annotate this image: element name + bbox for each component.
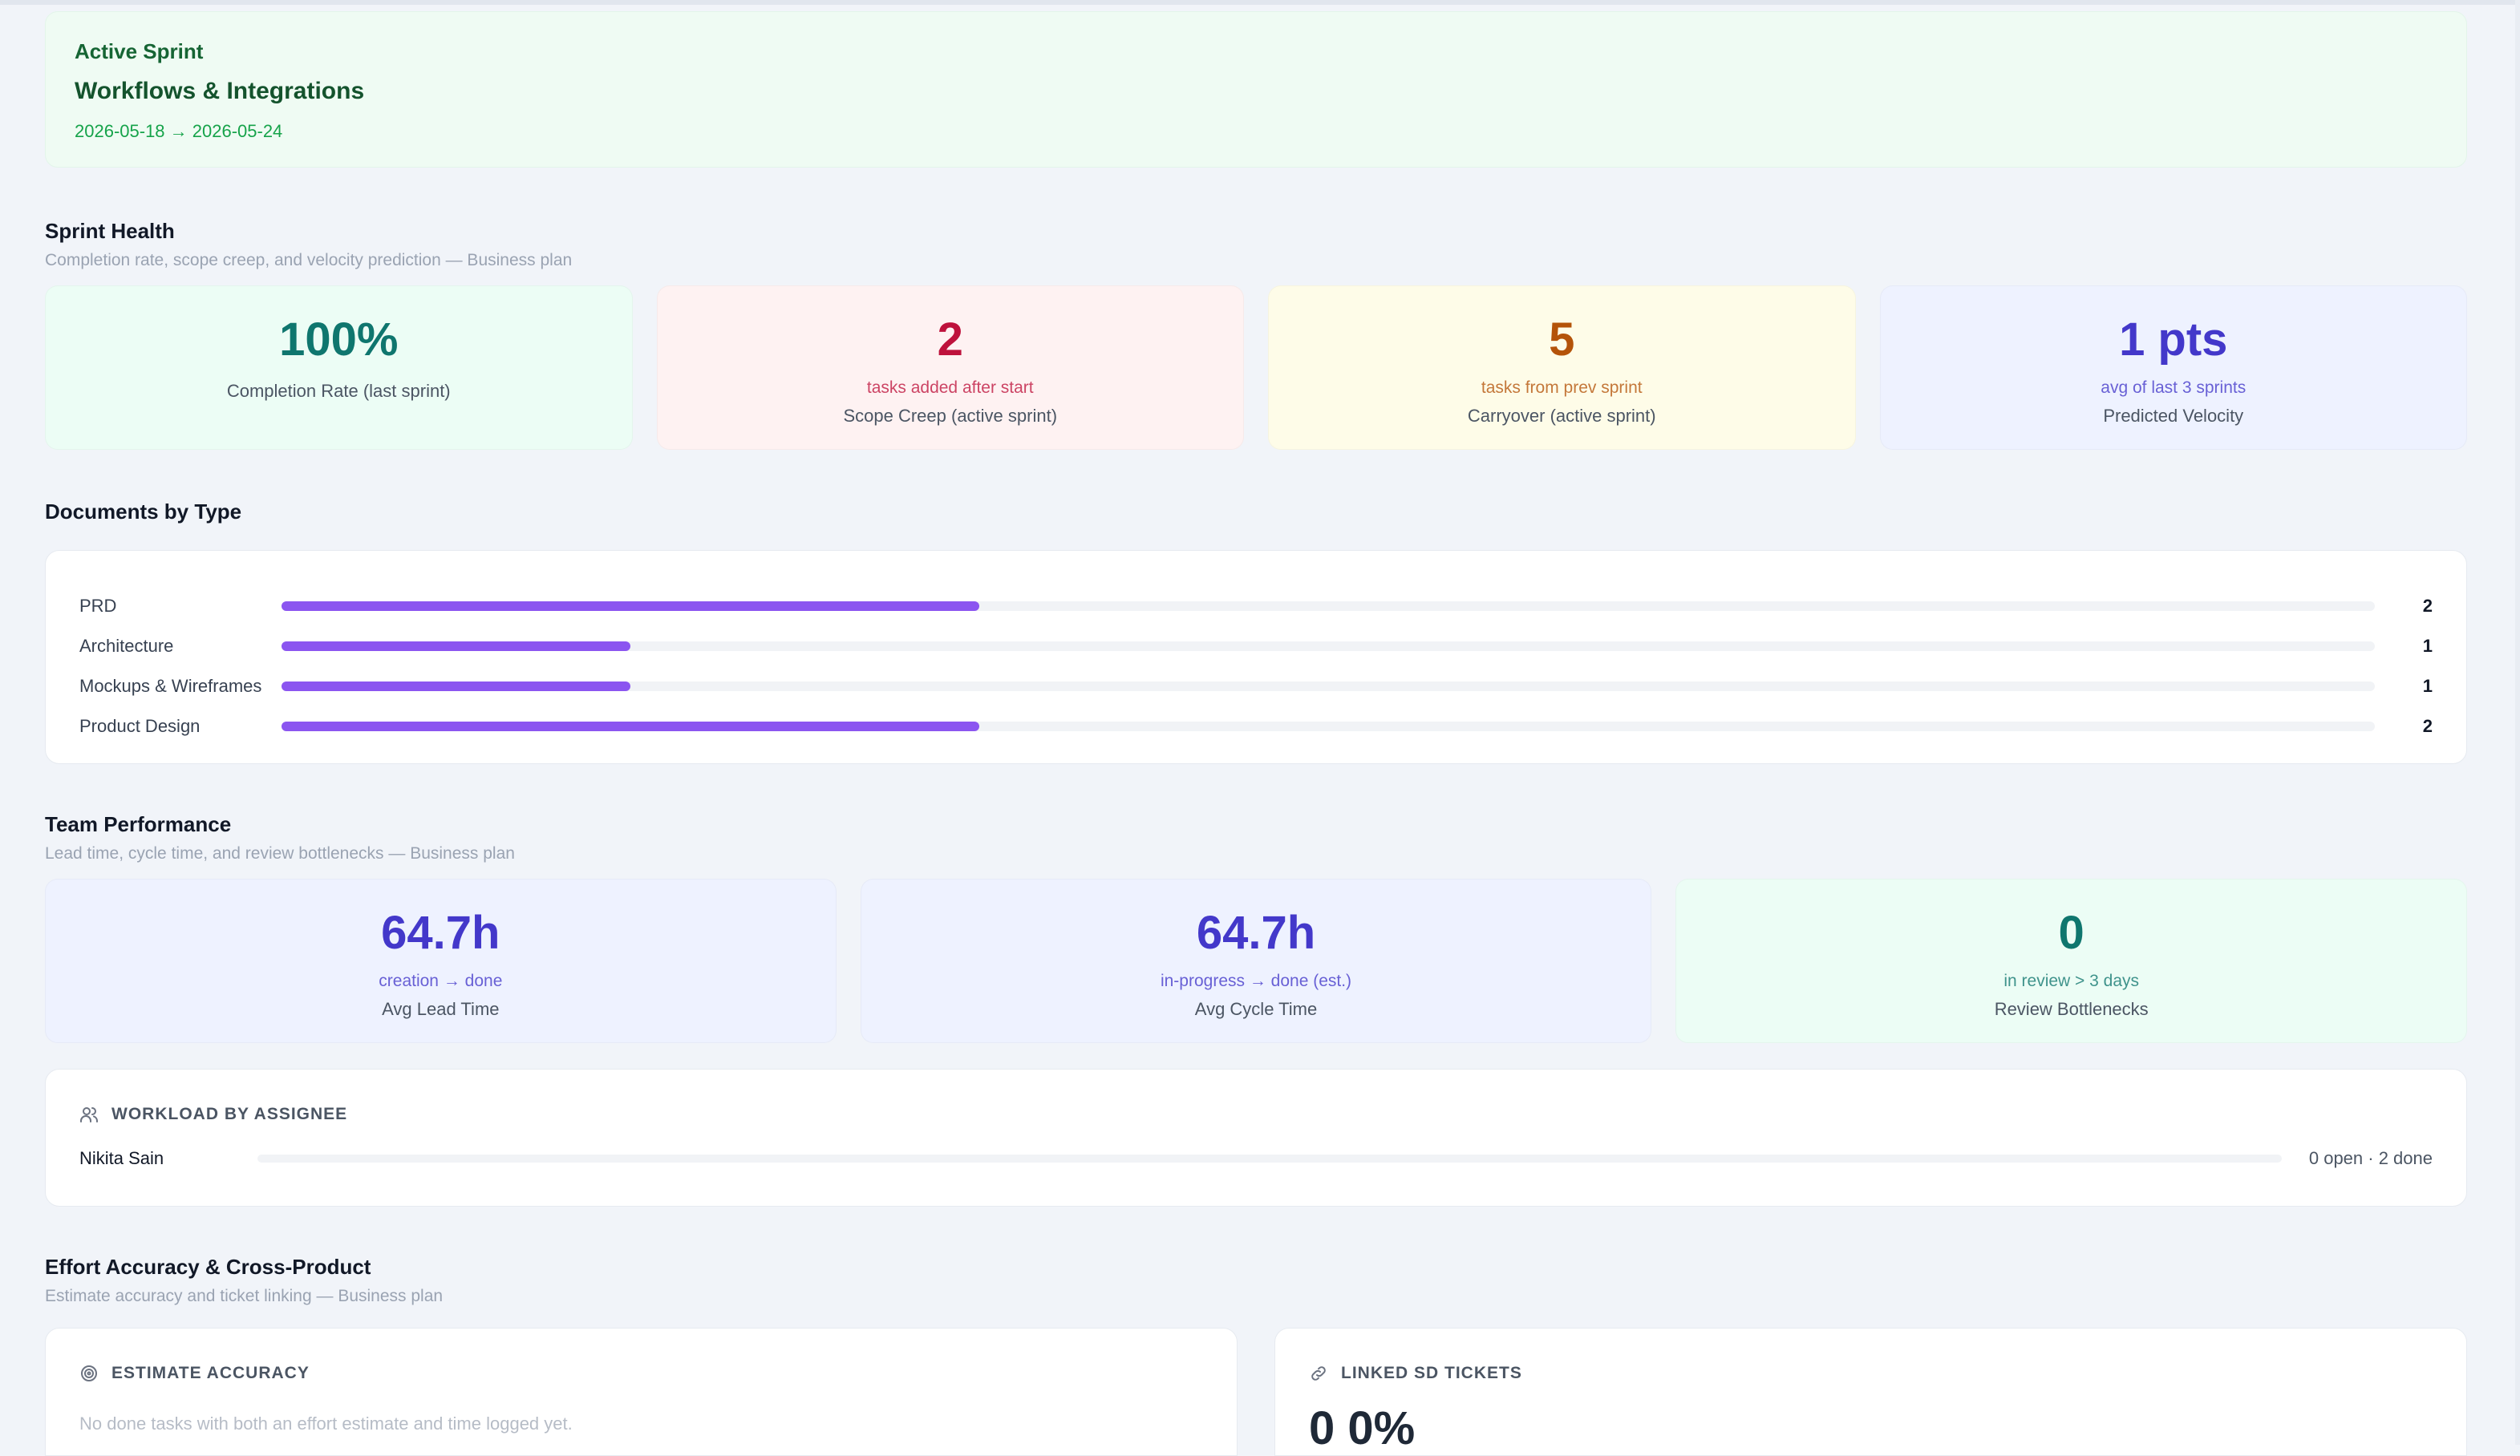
doc-type-label: Mockups & Wireframes [79, 676, 262, 696]
active-sprint-title: Workflows & Integrations [75, 78, 365, 104]
assignee-name: Nikita Sain [79, 1148, 164, 1168]
doc-type-bar-track [282, 681, 2375, 691]
users-icon [80, 1107, 98, 1122]
team-performance-stats: 64.7h creation → done Avg Lead Time 64.7h in… [45, 879, 2468, 1043]
section-title: Team Performance [45, 812, 232, 836]
doc-type-count: 2 [2422, 716, 2433, 736]
effort-accuracy-section: Effort Accuracy & Cross-Product Estimate… [45, 1256, 2467, 1456]
workload-rows: Nikita Sain 0 open · 2 done [79, 1148, 2433, 1169]
doc-type-row: Architecture 1 [79, 626, 2433, 666]
scope-creep-value: 2 [937, 313, 963, 366]
scrollbar[interactable] [2515, 0, 2520, 1445]
workload-row: Nikita Sain 0 open · 2 done [79, 1148, 2433, 1169]
link-icon [1311, 1366, 1326, 1381]
scope-creep-label: Scope Creep (active sprint) [843, 406, 1058, 426]
doc-type-count: 1 [2422, 636, 2433, 656]
section-title: Sprint Health [45, 219, 175, 243]
predicted-velocity-value: 1 pts [2119, 313, 2228, 366]
section-subtitle: Completion rate, scope creep, and veloci… [45, 251, 573, 269]
review-bottlenecks-label: Review Bottlenecks [1994, 999, 2149, 1019]
avg-cycle-time-label: Avg Cycle Time [1194, 999, 1318, 1019]
scope-creep-card: 2 tasks added after start Scope Creep (act… [656, 285, 1244, 450]
active-sprint-eyebrow: Active Sprint [75, 39, 204, 63]
documents-by-type-card: PRD 2 Architecture 1 Mockups & Wireframes 1 Pr… [45, 550, 2467, 764]
avg-lead-time-label: Avg Lead Time [382, 999, 500, 1019]
analytics-page: Active Sprint Workflows & Integrations 2… [45, 11, 2468, 1456]
doc-type-bar [282, 601, 979, 611]
doc-type-row: Mockups & Wireframes 1 [79, 666, 2433, 706]
completion-rate-card: 100% Completion Rate (last sprint) [45, 285, 633, 450]
avg-lead-time-hint: creation → done [379, 972, 503, 990]
avg-cycle-time-hint: in-progress → done (est.) [1160, 972, 1352, 990]
review-bottlenecks-hint: in review > 3 days [2003, 972, 2140, 990]
carryover-value: 5 [1549, 313, 1575, 366]
workload-heading-label: WORKLOAD BY ASSIGNEE [111, 1105, 348, 1123]
doc-type-row: PRD 2 [79, 586, 2433, 626]
doc-type-bar [282, 681, 630, 691]
avg-lead-time-value: 64.7h [381, 907, 500, 959]
predicted-velocity-label: Predicted Velocity [2103, 406, 2244, 426]
doc-type-bar [282, 641, 630, 651]
workload-counts: 0 open · 2 done [2308, 1148, 2433, 1168]
doc-type-count: 2 [2422, 596, 2433, 616]
doc-type-row: Product Design 2 [79, 706, 2433, 746]
doc-type-bar-track [282, 601, 2375, 611]
review-bottlenecks-card: 0 in review > 3 days Review Bottlenecks [1675, 879, 2468, 1043]
doc-type-label: Architecture [79, 636, 174, 656]
avg-lead-time-card: 64.7h creation → done Avg Lead Time [45, 879, 837, 1043]
section-subtitle: Lead time, cycle time, and review bottle… [45, 844, 515, 863]
section-subtitle: Estimate accuracy and ticket linking — B… [45, 1287, 444, 1305]
avg-cycle-time-card: 64.7h in-progress → done (est.) Avg Cycle … [860, 879, 1652, 1043]
carryover-card: 5 tasks from prev sprint Carryover (active… [1268, 285, 1856, 450]
top-border [0, 0, 2520, 5]
doc-type-bar-track [282, 641, 2375, 651]
carryover-hint: tasks from prev sprint [1481, 378, 1643, 397]
active-sprint-dates: 2026-05-18 → 2026-05-24 [75, 121, 283, 141]
target-icon [81, 1365, 97, 1381]
scope-creep-hint: tasks added after start [866, 378, 1034, 397]
workload-bar-track [257, 1155, 2282, 1163]
effort-cards: ESTIMATE ACCURACY No done tasks with bot… [45, 1328, 2467, 1456]
linked-sd-tickets-value: 0 0% [1309, 1402, 1416, 1454]
section-title: Effort Accuracy & Cross-Product [45, 1255, 371, 1279]
completion-rate-label: Completion Rate (last sprint) [226, 381, 451, 401]
carryover-label: Carryover (active sprint) [1467, 406, 1656, 426]
active-sprint-banner: Active Sprint Workflows & Integrations 2… [45, 11, 2467, 168]
workload-card: WORKLOAD BY ASSIGNEE Nikita Sain 0 open ·… [45, 1069, 2467, 1207]
documents-section: Documents by Type PRD 2 Architecture 1 Mocku… [45, 501, 2467, 764]
doc-type-bar-track [282, 722, 2375, 731]
predicted-velocity-card: 1 pts avg of last 3 sprints Predicted Velo… [1879, 285, 2467, 450]
doc-type-label: Product Design [79, 716, 201, 736]
linked-sd-tickets-label: LINKED SD TICKETS [1341, 1364, 1522, 1382]
sprint-health-stats: 100% Completion Rate (last sprint) 2 tasks … [45, 285, 2467, 450]
estimate-accuracy-label: ESTIMATE ACCURACY [111, 1364, 310, 1382]
sprint-health-section: Sprint Health Completion rate, scope cre… [45, 220, 2467, 450]
estimate-accuracy-empty: No done tasks with both an effort estima… [79, 1414, 573, 1434]
avg-cycle-time-value: 64.7h [1196, 907, 1316, 959]
section-title: Documents by Type [45, 499, 242, 524]
completion-rate-value: 100% [279, 313, 399, 366]
doc-type-count: 1 [2422, 676, 2433, 696]
doc-type-bar [282, 722, 979, 731]
estimate-accuracy-card: ESTIMATE ACCURACY No done tasks with bot… [45, 1328, 1238, 1456]
workload-heading: WORKLOAD BY ASSIGNEE [79, 1105, 2433, 1124]
linked-sd-tickets-heading: LINKED SD TICKETS [1309, 1364, 2433, 1383]
team-performance-section: Team Performance Lead time, cycle time, … [45, 812, 2468, 1207]
linked-sd-tickets-card: LINKED SD TICKETS 0 0% [1274, 1328, 2467, 1456]
review-bottlenecks-value: 0 [2058, 907, 2084, 959]
predicted-velocity-hint: avg of last 3 sprints [2101, 378, 2247, 397]
doc-type-label: PRD [79, 596, 117, 616]
estimate-accuracy-heading: ESTIMATE ACCURACY [79, 1364, 1203, 1383]
